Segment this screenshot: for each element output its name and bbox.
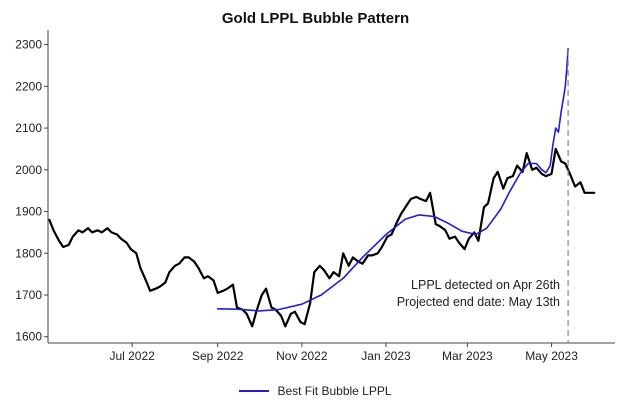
x-tick-label: Sep 2022	[192, 349, 244, 363]
y-tick-label: 1700	[15, 288, 42, 302]
y-axis-ticks: 1600 1700 1800 1900 2000 2100 2200 2300	[15, 38, 48, 344]
x-axis-ticks: Jul 2022 Sep 2022 Nov 2022 Jan 2023 Mar 2023…	[109, 343, 578, 363]
x-tick-label: May 2023	[525, 349, 578, 363]
x-tick-label: Jan 2023	[361, 349, 411, 363]
series-lines	[48, 48, 596, 328]
lppl-fit-line	[216, 48, 569, 312]
annotation-lppl-detected: LPPL detected on Apr 26th	[411, 278, 560, 292]
x-tick-label: Mar 2023	[442, 349, 493, 363]
y-tick-label: 2200	[15, 79, 42, 93]
y-tick-label: 1900	[15, 205, 42, 219]
y-tick-label: 2100	[15, 121, 42, 135]
chart-title: Gold LPPL Bubble Pattern	[221, 10, 410, 27]
y-tick-label: 2300	[15, 38, 42, 52]
y-tick-label: 1600	[15, 330, 42, 344]
x-tick-label: Jul 2022	[109, 349, 155, 363]
x-tick-label: Nov 2022	[276, 349, 328, 363]
axes	[47, 30, 615, 344]
annotation-projected-end: Projected end date: May 13th	[397, 295, 560, 309]
gold-price-line	[48, 147, 596, 328]
legend: Best Fit Bubble LPPL	[0, 384, 631, 398]
y-tick-label: 1800	[15, 246, 42, 260]
legend-label: Best Fit Bubble LPPL	[277, 384, 392, 398]
legend-swatch	[239, 390, 270, 392]
y-tick-label: 2000	[15, 163, 42, 177]
